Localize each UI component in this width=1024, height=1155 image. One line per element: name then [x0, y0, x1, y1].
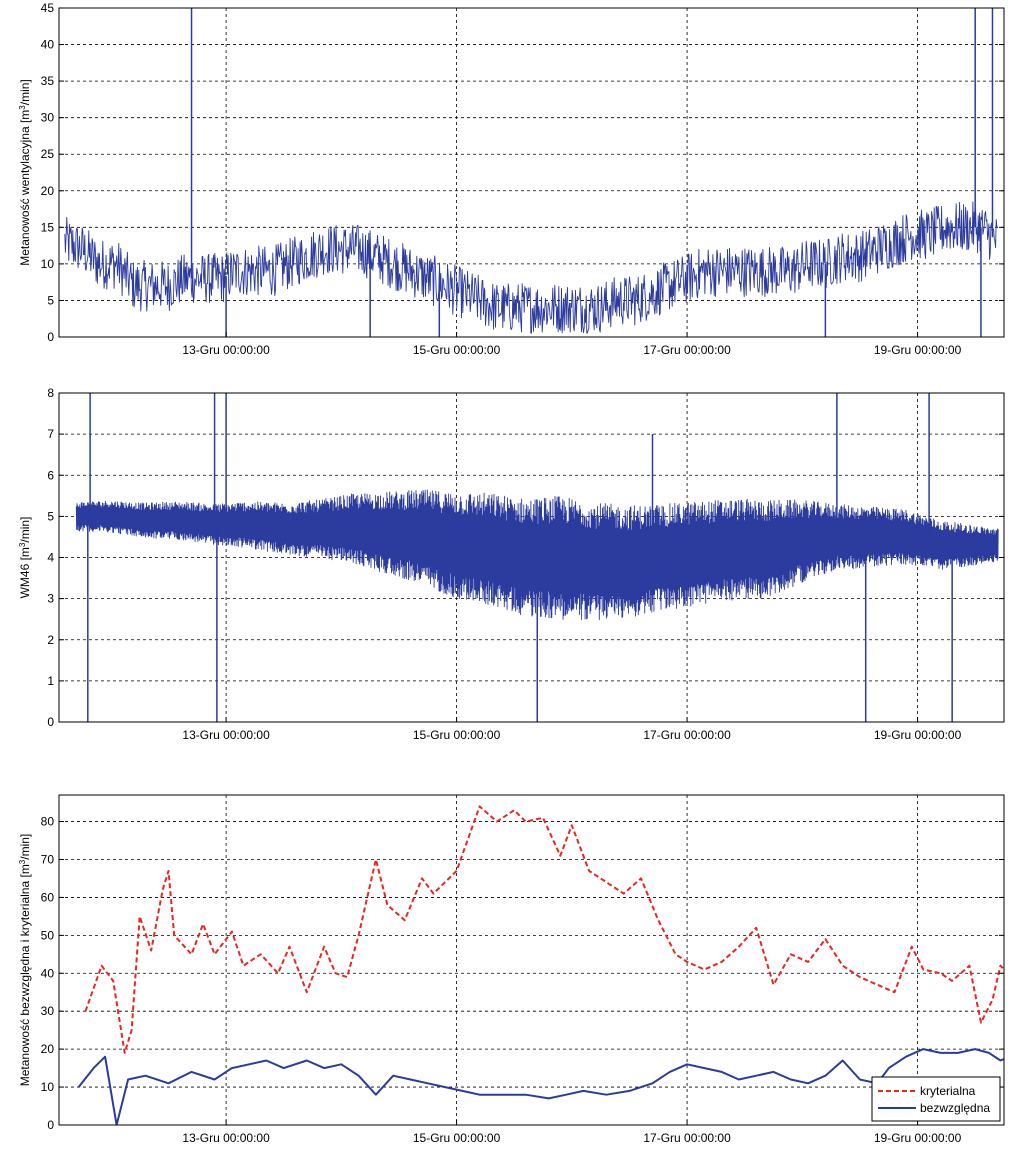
y-tick-label: 30: [41, 1004, 55, 1018]
x-tick-label: 15-Gru 00:00:00: [413, 1131, 501, 1145]
legend-box: [871, 1076, 1001, 1122]
legend-label: kryterialna: [920, 1084, 976, 1098]
y-tick-label: 1: [47, 674, 54, 688]
y-tick-label: 4: [47, 551, 54, 565]
series-line-1: [64, 201, 999, 334]
x-tick-label: 15-Gru 00:00:00: [413, 343, 501, 357]
y-tick-label: 45: [41, 1, 55, 15]
y-tick-label: 20: [41, 184, 55, 198]
y-axis-label: Metanowość bezwzględna i kryterialna [m3…: [18, 834, 33, 1087]
x-tick-label: 13-Gru 00:00:00: [182, 343, 270, 357]
y-tick-label: 35: [41, 74, 55, 88]
y-tick-label: 2: [47, 633, 54, 647]
y-tick-label: 30: [41, 111, 55, 125]
y-tick-label: 8: [47, 386, 54, 400]
legend: kryterialna bezwzględna: [871, 1076, 1001, 1122]
data-layer: [64, 8, 999, 337]
y-tick-label: 20: [41, 1042, 55, 1056]
plot-area: [59, 8, 1004, 337]
y-tick-label: 5: [47, 509, 54, 523]
y-axis-label: Metanowość wentylacyjna [m3/min]: [18, 79, 33, 266]
y-tick-label: 40: [41, 966, 55, 980]
x-tick-label: 19-Gru 00:00:00: [874, 1131, 962, 1145]
y-tick-label: 7: [47, 427, 54, 441]
y-tick-label: 5: [47, 293, 54, 307]
y-tick-label: 70: [41, 852, 55, 866]
x-tick-label: 19-Gru 00:00:00: [874, 728, 962, 742]
x-tick-label: 13-Gru 00:00:00: [182, 1131, 270, 1145]
y-tick-label: 50: [41, 928, 55, 942]
x-tick-label: 17-Gru 00:00:00: [643, 343, 731, 357]
y-tick-label: 15: [41, 220, 55, 234]
x-tick-label: 17-Gru 00:00:00: [643, 728, 731, 742]
grid: [59, 795, 1004, 1125]
plot-frame: [58, 794, 1005, 1126]
legend-label: bezwzględna: [920, 1101, 990, 1115]
plot-area: [59, 795, 1004, 1125]
grid: [59, 8, 1004, 337]
plot-frame: [58, 7, 1005, 338]
y-tick-label: 0: [47, 1118, 54, 1132]
y-axis-label: WM46 [m3/min]: [18, 517, 33, 599]
x-tick-label: 17-Gru 00:00:00: [643, 1131, 731, 1145]
y-tick-label: 80: [41, 815, 55, 829]
chart-panel-3: 0 10 20 30 40 50 60 70 80 13-Gru 00:00:00 15-Gru 0…: [18, 794, 1005, 1145]
y-tick-label: 60: [41, 890, 55, 904]
data-layer: [75, 393, 999, 722]
y-tick-label: 40: [41, 38, 55, 52]
chart-panel-1: 0 5 10 15 20 25 30 35 40 45 13-Gru 00:00:00 15-Gru …: [18, 1, 1005, 357]
x-tick-label: 15-Gru 00:00:00: [413, 728, 501, 742]
y-tick-label: 10: [41, 257, 55, 271]
chart-panel-2: 0 1 2 3 4 5 6 7 8 13-Gru 00:00:00 15-Gru 00:00:00 1…: [18, 386, 1005, 742]
y-tick-label: 0: [47, 330, 54, 344]
series-line-1: [75, 489, 999, 620]
x-tick-label: 13-Gru 00:00:00: [182, 728, 270, 742]
x-tick-label: 19-Gru 00:00:00: [874, 343, 962, 357]
y-tick-label: 10: [41, 1080, 55, 1094]
y-tick-label: 25: [41, 147, 55, 161]
y-tick-label: 3: [47, 592, 54, 606]
y-tick-label: 6: [47, 468, 54, 482]
y-tick-label: 0: [47, 715, 54, 729]
